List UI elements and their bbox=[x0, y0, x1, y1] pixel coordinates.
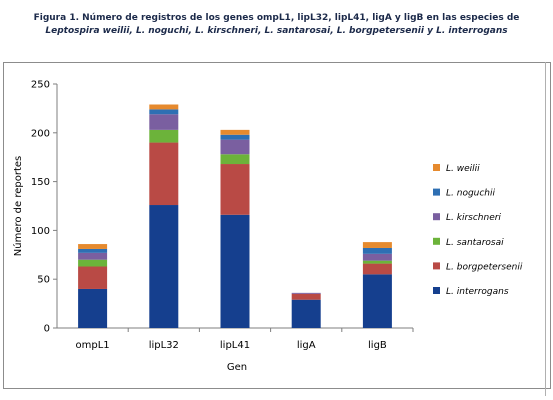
bar-segment bbox=[149, 142, 179, 206]
bar-segment bbox=[220, 139, 250, 155]
x-tick-label: ligB bbox=[368, 340, 387, 351]
bar-segment bbox=[362, 263, 392, 275]
chart-bars bbox=[78, 104, 392, 328]
bar-segment bbox=[220, 154, 250, 165]
legend-swatch bbox=[433, 164, 440, 171]
bar-segment bbox=[78, 248, 108, 253]
figure-caption: Figura 1. Número de registros de los gen… bbox=[0, 12, 553, 38]
bar-segment bbox=[362, 242, 392, 248]
caption-line-1: Figura 1. Número de registros de los gen… bbox=[33, 13, 520, 23]
bar-segment bbox=[291, 299, 321, 328]
bar-segment bbox=[291, 292, 321, 294]
bar-segment bbox=[149, 104, 179, 110]
y-tick-label: 150 bbox=[31, 177, 50, 188]
bar-segment bbox=[220, 214, 250, 328]
bar-segment bbox=[291, 293, 321, 300]
bar-segment bbox=[362, 260, 392, 264]
y-axis-label: Número de reportes bbox=[12, 156, 24, 256]
legend-label: L. weilii bbox=[446, 164, 480, 174]
legend-swatch bbox=[433, 188, 440, 196]
legend-label: L. borgpetersenii bbox=[446, 262, 523, 272]
legend-label: L. kirschneri bbox=[446, 213, 501, 223]
x-axis-label: Gen bbox=[227, 362, 247, 373]
x-tick-label: lipL41 bbox=[220, 340, 250, 351]
y-tick-label: 200 bbox=[31, 128, 50, 139]
legend-label: L. santarosai bbox=[446, 238, 504, 248]
bar-segment bbox=[149, 205, 179, 328]
bar-segment bbox=[78, 244, 108, 249]
x-tick-label: ompL1 bbox=[76, 340, 110, 351]
x-tick-label: lipL32 bbox=[149, 340, 179, 351]
bar-segment bbox=[362, 253, 392, 261]
chart-axes: 0 50 100 150 200 250 bbox=[31, 80, 414, 335]
bar-segment bbox=[220, 129, 250, 135]
bar-segment bbox=[149, 109, 179, 115]
bar-segment bbox=[149, 129, 179, 143]
bar-segment bbox=[362, 274, 392, 328]
legend-swatch bbox=[433, 262, 440, 270]
y-tick-label: 0 bbox=[44, 324, 50, 335]
caption-line-2: Leptospira weilii, L. noguchi, L. kirsch… bbox=[45, 26, 508, 36]
y-tick-label: 100 bbox=[31, 226, 50, 237]
legend-label: L. interrogans bbox=[446, 287, 509, 297]
chart-frame bbox=[3, 62, 551, 389]
bar-segment bbox=[362, 247, 392, 254]
legend-label: L. noguchii bbox=[446, 189, 496, 199]
bar-segment bbox=[220, 134, 250, 140]
bar-segment bbox=[78, 266, 108, 289]
y-tick-label: 250 bbox=[31, 80, 50, 91]
y-tick-label: 50 bbox=[37, 275, 50, 286]
bar-segment bbox=[78, 259, 108, 267]
bar-segment bbox=[78, 288, 108, 328]
bar-segment bbox=[78, 252, 108, 260]
legend-swatch bbox=[433, 213, 440, 221]
page-edge-divider bbox=[545, 62, 546, 396]
chart-legend: L. weilii L. noguchii L. kirschneri L. sant… bbox=[433, 164, 523, 297]
legend-swatch bbox=[433, 287, 440, 294]
x-tick-labels: ompL1 lipL32 lipL41 ligA ligB bbox=[76, 340, 387, 351]
legend-swatch bbox=[433, 237, 440, 245]
bar-segment bbox=[220, 164, 250, 215]
bar-segment bbox=[149, 114, 179, 130]
x-tick-label: ligA bbox=[297, 340, 316, 351]
